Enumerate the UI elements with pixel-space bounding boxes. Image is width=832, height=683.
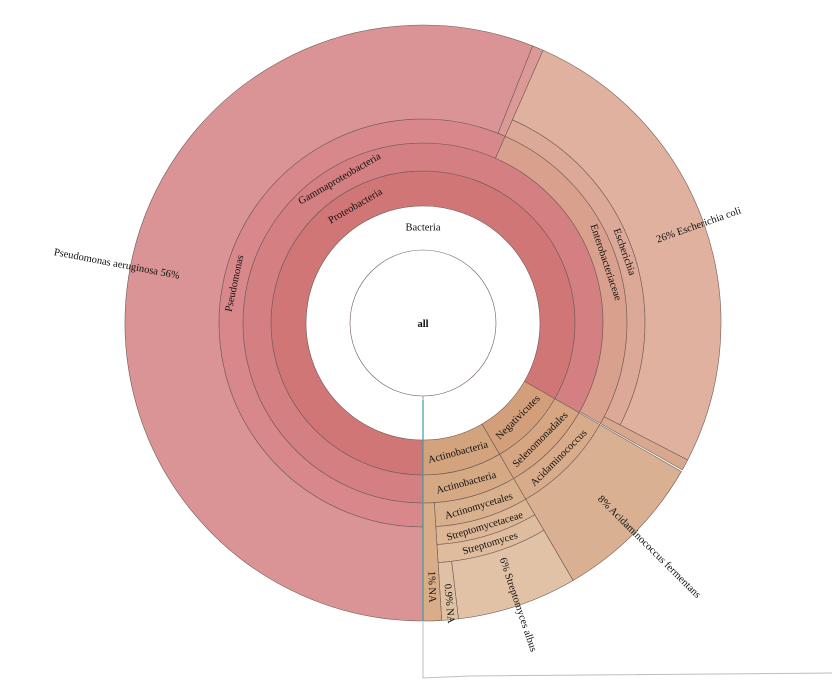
leaf-label-na: 0.9% NA (441, 583, 456, 624)
leaf-label-na: 1% NA (425, 571, 437, 604)
center-hole[interactable] (349, 249, 497, 397)
node-label-bacteria: Bacteria (406, 222, 441, 233)
segment-escherichia-coli[interactable] (512, 49, 722, 461)
detail-frame-line (422, 622, 832, 679)
center-label: all (417, 319, 428, 330)
segment-pseudomonas-aeruginosa[interactable] (124, 24, 534, 622)
segments (124, 24, 722, 622)
segment-unnamed[interactable] (600, 416, 689, 471)
